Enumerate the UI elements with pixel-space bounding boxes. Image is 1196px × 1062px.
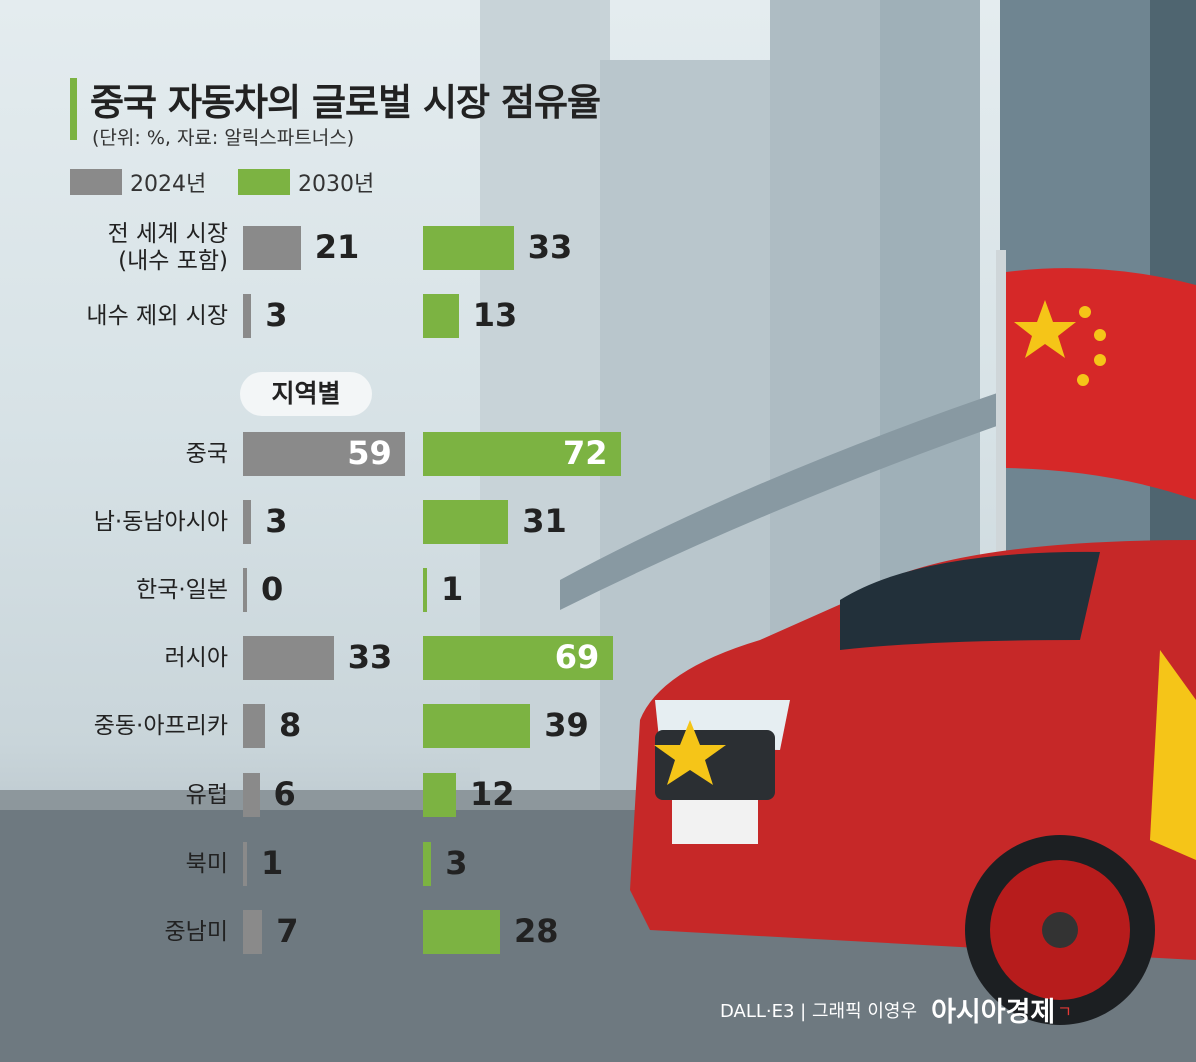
region-section-label: 지역별 bbox=[240, 372, 372, 416]
data-label: 31 bbox=[522, 502, 567, 540]
bar-2024 bbox=[243, 636, 334, 680]
category-label: 북미 bbox=[8, 851, 228, 878]
bar-2024 bbox=[243, 226, 301, 270]
data-label: 7 bbox=[276, 912, 299, 950]
category-label-line: (내수 포함) bbox=[118, 248, 228, 274]
bar-2030 bbox=[423, 568, 427, 612]
data-label: 72 bbox=[563, 434, 608, 472]
bar-2030 bbox=[423, 910, 500, 954]
category-label-line: 한국·일본 bbox=[136, 576, 228, 603]
category-label: 내수 제외 시장 bbox=[8, 303, 228, 330]
bar-2024 bbox=[243, 568, 247, 612]
data-label: 3 bbox=[445, 844, 468, 882]
category-label-line: 러시아 bbox=[164, 644, 228, 671]
legend-item-2030: 2030년 bbox=[238, 166, 374, 198]
data-label: 59 bbox=[347, 434, 392, 472]
bar-2030 bbox=[423, 704, 531, 748]
legend-label: 2024년 bbox=[130, 172, 207, 197]
legend-label: 2030년 bbox=[298, 172, 375, 197]
flag-star-icon bbox=[1014, 300, 1076, 358]
red-suv-illustration bbox=[630, 540, 1196, 1025]
legend-swatch-gray bbox=[70, 169, 122, 195]
title-accent-bar bbox=[70, 78, 77, 140]
data-label: 1 bbox=[441, 570, 464, 608]
data-label: 21 bbox=[314, 228, 360, 266]
data-label: 3 bbox=[265, 296, 288, 334]
flag-star-icon bbox=[1094, 329, 1106, 341]
category-label: 중국 bbox=[8, 441, 228, 468]
data-label: 13 bbox=[472, 296, 518, 334]
credit: DALL·E3 | 그래픽 이영우 아시아경제 ㄱ bbox=[720, 990, 1072, 1029]
category-label-line: 중국 bbox=[185, 440, 228, 467]
bar-2030 bbox=[423, 432, 621, 476]
bar-2030 bbox=[423, 636, 613, 680]
category-label-line: 내수 제외 시장 bbox=[86, 302, 228, 329]
building bbox=[480, 0, 610, 820]
data-label: 0 bbox=[261, 570, 284, 608]
bar-2030 bbox=[423, 500, 509, 544]
category-label: 중동·아프리카 bbox=[8, 713, 228, 740]
flag-pole bbox=[996, 250, 1006, 580]
data-label: 1 bbox=[261, 844, 284, 882]
category-label-line: 중남미 bbox=[164, 918, 228, 945]
brand-mark-icon: ㄱ bbox=[1057, 1001, 1072, 1021]
chart-subtitle: (단위: %, 자료: 알릭스파트너스) bbox=[92, 127, 355, 149]
china-flag bbox=[1006, 268, 1196, 500]
legend-swatch-green bbox=[238, 169, 290, 195]
bar-2024 bbox=[243, 773, 260, 817]
category-label: 중남미 bbox=[8, 919, 228, 946]
category-label: 한국·일본 bbox=[8, 577, 228, 604]
data-label: 69 bbox=[554, 638, 600, 676]
bar-2024 bbox=[243, 294, 252, 338]
category-label: 전 세계 시장 (내수 포함) bbox=[8, 221, 228, 275]
data-label: 12 bbox=[470, 775, 515, 813]
data-label: 28 bbox=[514, 912, 559, 950]
category-label-line: 유럽 bbox=[185, 781, 228, 808]
data-label: 39 bbox=[544, 706, 589, 744]
legend-item-2024: 2024년 bbox=[70, 166, 206, 198]
data-label: 33 bbox=[347, 638, 393, 676]
bar-2030 bbox=[423, 773, 456, 817]
bar-2024 bbox=[243, 842, 247, 886]
category-label: 러시아 bbox=[8, 645, 228, 672]
flag-star-icon bbox=[1094, 354, 1106, 366]
category-label: 유럽 bbox=[8, 782, 228, 809]
flag-star-icon bbox=[1077, 374, 1089, 386]
bar-2024 bbox=[243, 704, 265, 748]
bar-2024 bbox=[243, 910, 263, 954]
category-label-line: 전 세계 시장 bbox=[107, 221, 228, 247]
category-label: 남·동남아시아 bbox=[8, 509, 228, 536]
building bbox=[880, 0, 980, 640]
flag-star-icon bbox=[1079, 306, 1091, 318]
bar-2024 bbox=[243, 432, 406, 476]
category-label-line: 북미 bbox=[185, 850, 228, 877]
data-label: 8 bbox=[279, 706, 302, 744]
credit-text: DALL·E3 | 그래픽 이영우 bbox=[720, 1000, 918, 1022]
data-label: 3 bbox=[265, 502, 288, 540]
bar-2030 bbox=[423, 842, 432, 886]
category-label-line: 중동·아프리카 bbox=[93, 712, 228, 739]
bar-2024 bbox=[243, 500, 252, 544]
data-label: 33 bbox=[527, 228, 573, 266]
category-label-line: 남·동남아시아 bbox=[93, 508, 228, 535]
data-label: 6 bbox=[273, 775, 296, 813]
chart-title: 중국 자동차의 글로벌 시장 점유율 bbox=[90, 81, 601, 124]
bar-2030 bbox=[423, 294, 459, 338]
brand-logo: 아시아경제 bbox=[931, 997, 1056, 1028]
bar-2030 bbox=[423, 226, 514, 270]
